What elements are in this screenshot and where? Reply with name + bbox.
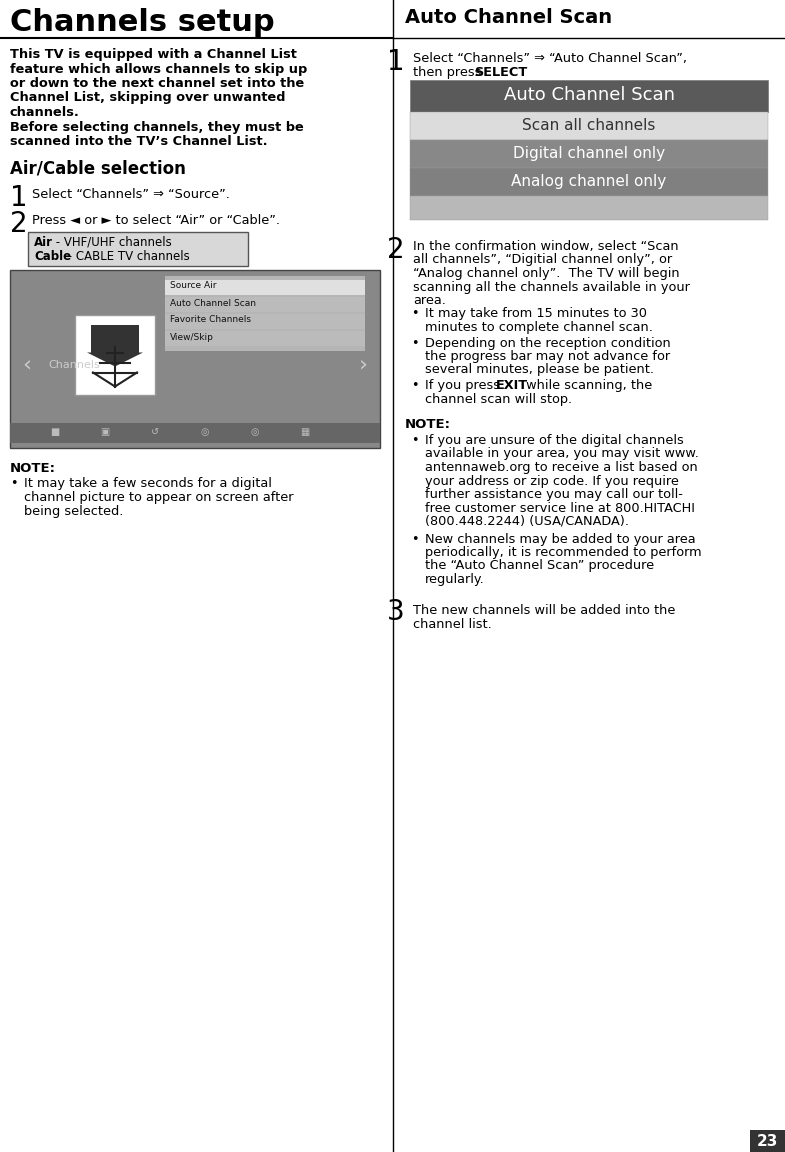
Text: scanned into the TV’s Channel List.: scanned into the TV’s Channel List. xyxy=(10,135,268,147)
Text: further assistance you may call our toll-: further assistance you may call our toll… xyxy=(425,488,683,501)
Text: SELECT: SELECT xyxy=(474,66,528,79)
Text: In the confirmation window, select “Scan: In the confirmation window, select “Scan xyxy=(413,240,678,253)
Text: Auto Channel Scan: Auto Channel Scan xyxy=(170,298,256,308)
Bar xyxy=(28,232,248,265)
Bar xyxy=(410,141,768,168)
Text: If you are unsure of the digital channels: If you are unsure of the digital channel… xyxy=(425,434,684,447)
Text: The new channels will be added into the: The new channels will be added into the xyxy=(413,605,675,617)
Text: channel scan will stop.: channel scan will stop. xyxy=(425,393,572,406)
Text: - CABLE TV channels: - CABLE TV channels xyxy=(64,250,190,263)
Text: or down to the next channel set into the: or down to the next channel set into the xyxy=(10,77,305,90)
Text: the “Auto Channel Scan” procedure: the “Auto Channel Scan” procedure xyxy=(425,560,654,573)
Text: •: • xyxy=(411,532,418,546)
Text: View/Skip: View/Skip xyxy=(170,333,214,341)
Text: It may take a few seconds for a digital: It may take a few seconds for a digital xyxy=(24,477,272,491)
Bar xyxy=(165,296,365,311)
Text: minutes to complete channel scan.: minutes to complete channel scan. xyxy=(425,321,653,334)
Text: regularly.: regularly. xyxy=(425,573,485,586)
Text: Channels setup: Channels setup xyxy=(10,8,275,37)
Text: •: • xyxy=(411,379,418,392)
Text: New channels may be added to your area: New channels may be added to your area xyxy=(425,532,696,546)
Text: all channels”, “Digitial channel only”, or: all channels”, “Digitial channel only”, … xyxy=(413,253,672,266)
Text: This TV is equipped with a Channel List: This TV is equipped with a Channel List xyxy=(10,48,297,61)
Text: Auto Channel Scan: Auto Channel Scan xyxy=(405,8,612,26)
Text: Depending on the reception condition: Depending on the reception condition xyxy=(425,336,670,349)
Bar xyxy=(165,280,365,295)
Bar xyxy=(750,1130,785,1152)
Text: antennaweb.org to receive a list based on: antennaweb.org to receive a list based o… xyxy=(425,461,698,473)
Text: NOTE:: NOTE: xyxy=(405,418,451,431)
Polygon shape xyxy=(87,353,143,366)
Bar xyxy=(165,275,365,350)
Bar xyxy=(165,331,365,346)
Text: ▣: ▣ xyxy=(100,427,110,438)
Bar xyxy=(165,313,365,328)
Text: available in your area, you may visit www.: available in your area, you may visit ww… xyxy=(425,447,699,461)
Bar xyxy=(10,423,380,442)
Text: Auto Channel Scan: Auto Channel Scan xyxy=(503,86,674,104)
Text: 3: 3 xyxy=(387,599,405,627)
Text: then press: then press xyxy=(413,66,485,79)
Text: being selected.: being selected. xyxy=(24,506,123,518)
Text: EXIT: EXIT xyxy=(496,379,528,392)
Text: •: • xyxy=(411,336,418,349)
Text: 1: 1 xyxy=(387,48,404,76)
Text: Analog channel only: Analog channel only xyxy=(511,174,666,189)
Text: your address or zip code. If you require: your address or zip code. If you require xyxy=(425,475,679,487)
Text: NOTE:: NOTE: xyxy=(10,462,56,475)
Bar xyxy=(410,196,768,220)
Text: 23: 23 xyxy=(757,1134,778,1149)
Text: 1: 1 xyxy=(10,183,27,212)
Bar xyxy=(75,314,155,394)
Text: channel picture to appear on screen after: channel picture to appear on screen afte… xyxy=(24,492,294,505)
Bar xyxy=(91,325,139,353)
Text: Favorite Channels: Favorite Channels xyxy=(170,316,251,325)
Text: Cable: Cable xyxy=(34,250,71,263)
Text: ◎: ◎ xyxy=(250,427,259,438)
Text: ◎: ◎ xyxy=(201,427,210,438)
Bar xyxy=(10,270,380,447)
Text: Channel List, skipping over unwanted: Channel List, skipping over unwanted xyxy=(10,91,286,105)
Text: feature which allows channels to skip up: feature which allows channels to skip up xyxy=(10,62,307,76)
Text: channels.: channels. xyxy=(10,106,80,119)
Text: .: . xyxy=(512,66,516,79)
Text: Digital channel only: Digital channel only xyxy=(513,146,665,161)
Text: Select “Channels” ⇒ “Auto Channel Scan”,: Select “Channels” ⇒ “Auto Channel Scan”, xyxy=(413,52,687,65)
Text: Select “Channels” ⇒ “Source”.: Select “Channels” ⇒ “Source”. xyxy=(32,188,230,200)
Text: Scan all channels: Scan all channels xyxy=(522,118,655,132)
Bar xyxy=(410,112,768,141)
Text: Before selecting channels, they must be: Before selecting channels, they must be xyxy=(10,121,304,134)
Bar xyxy=(410,79,768,112)
Text: while scanning, the: while scanning, the xyxy=(522,379,652,392)
Text: •: • xyxy=(411,434,418,447)
Text: scanning all the channels available in your: scanning all the channels available in y… xyxy=(413,280,690,294)
Text: free customer service line at 800.HITACHI: free customer service line at 800.HITACH… xyxy=(425,501,695,515)
Text: area.: area. xyxy=(413,294,446,306)
Text: 2: 2 xyxy=(387,236,404,264)
Text: ▦: ▦ xyxy=(301,427,309,438)
Text: ›: › xyxy=(359,355,368,374)
Text: It may take from 15 minutes to 30: It may take from 15 minutes to 30 xyxy=(425,308,647,320)
Text: Source Air: Source Air xyxy=(170,281,217,290)
Text: •: • xyxy=(10,477,17,491)
Text: ‹: ‹ xyxy=(22,355,31,374)
Text: 2: 2 xyxy=(10,210,27,237)
Bar xyxy=(410,168,768,196)
Text: If you press: If you press xyxy=(425,379,504,392)
Text: •: • xyxy=(411,308,418,320)
Text: ■: ■ xyxy=(50,427,60,438)
Text: channel list.: channel list. xyxy=(413,619,491,631)
Text: Press ◄ or ► to select “Air” or “Cable”.: Press ◄ or ► to select “Air” or “Cable”. xyxy=(32,213,280,227)
Text: Channels: Channels xyxy=(48,359,100,370)
Text: “Analog channel only”.  The TV will begin: “Analog channel only”. The TV will begin xyxy=(413,267,680,280)
Text: Air: Air xyxy=(34,235,53,249)
Text: (800.448.2244) (USA/CANADA).: (800.448.2244) (USA/CANADA). xyxy=(425,515,629,528)
Text: periodically, it is recommended to perform: periodically, it is recommended to perfo… xyxy=(425,546,702,559)
Text: Air/Cable selection: Air/Cable selection xyxy=(10,159,186,177)
Text: the progress bar may not advance for: the progress bar may not advance for xyxy=(425,350,670,363)
Text: several minutes, please be patient.: several minutes, please be patient. xyxy=(425,364,654,377)
Text: - VHF/UHF channels: - VHF/UHF channels xyxy=(52,235,172,249)
Text: ↺: ↺ xyxy=(151,427,159,438)
